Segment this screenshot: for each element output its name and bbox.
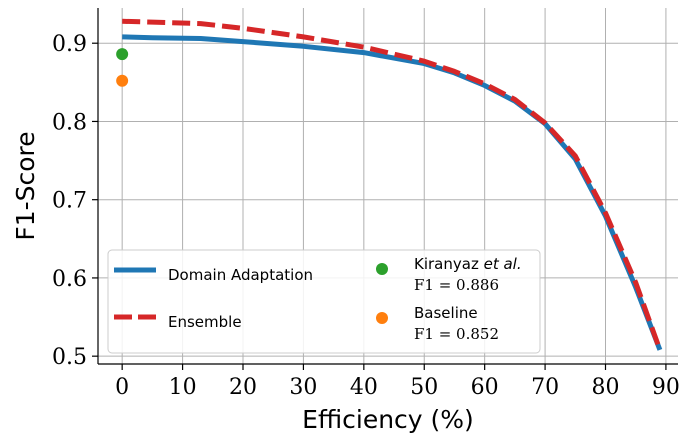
x-axis-label: Efficiency (%) bbox=[302, 405, 474, 434]
legend-label-ensemble: Ensemble bbox=[168, 313, 242, 331]
scatter-point-kiranyaz-et-al- bbox=[116, 48, 129, 61]
x-tick-label-8: 80 bbox=[592, 375, 620, 400]
y-tick-label-3: 0.8 bbox=[52, 110, 87, 135]
y-tick-label-0: 0.5 bbox=[52, 345, 87, 370]
y-tick-label-1: 0.6 bbox=[52, 267, 87, 292]
x-tick-label-9: 90 bbox=[652, 375, 680, 400]
legend-sublabel-kiranyaz: F1 = 0.886 bbox=[414, 276, 499, 294]
x-tick-label-2: 20 bbox=[229, 375, 257, 400]
legend-marker-kiranyaz bbox=[376, 263, 388, 275]
y-axis-label: F1-Score bbox=[11, 131, 40, 240]
legend-label-domain-adaptation: Domain Adaptation bbox=[168, 266, 313, 284]
legend-label-baseline: Baseline bbox=[414, 304, 478, 322]
x-tick-label-1: 10 bbox=[169, 375, 197, 400]
scatter-point-baseline bbox=[116, 74, 129, 87]
y-tick-label-2: 0.7 bbox=[52, 189, 87, 214]
y-tick-label-4: 0.9 bbox=[52, 32, 87, 57]
legend: Domain Adaptation Ensemble Kiranyaz et a… bbox=[107, 249, 541, 354]
x-tick-label-0: 0 bbox=[115, 375, 129, 400]
x-tick-label-6: 60 bbox=[471, 375, 499, 400]
scatter-points bbox=[116, 48, 129, 87]
legend-label-kiranyaz-plain: Kiranyaz bbox=[414, 255, 484, 273]
axis-ticks: 0 10 20 30 40 50 60 70 80 90 0.5 0.6 0.7 0.8 0.9 bbox=[52, 32, 680, 400]
series-line-ensemble bbox=[122, 18, 663, 351]
legend-marker-baseline bbox=[376, 312, 388, 324]
legend-label-kiranyaz: Kiranyaz et al. bbox=[414, 255, 522, 273]
x-tick-label-7: 70 bbox=[531, 375, 559, 400]
legend-label-kiranyaz-italic: et al. bbox=[484, 255, 522, 273]
series-lines bbox=[122, 18, 663, 351]
axes-spines bbox=[97, 8, 678, 365]
legend-sublabel-baseline: F1 = 0.852 bbox=[414, 325, 499, 343]
legend-box bbox=[107, 249, 541, 354]
x-tick-label-4: 40 bbox=[350, 375, 378, 400]
x-tick-label-3: 30 bbox=[289, 375, 317, 400]
x-tick-label-5: 50 bbox=[410, 375, 438, 400]
